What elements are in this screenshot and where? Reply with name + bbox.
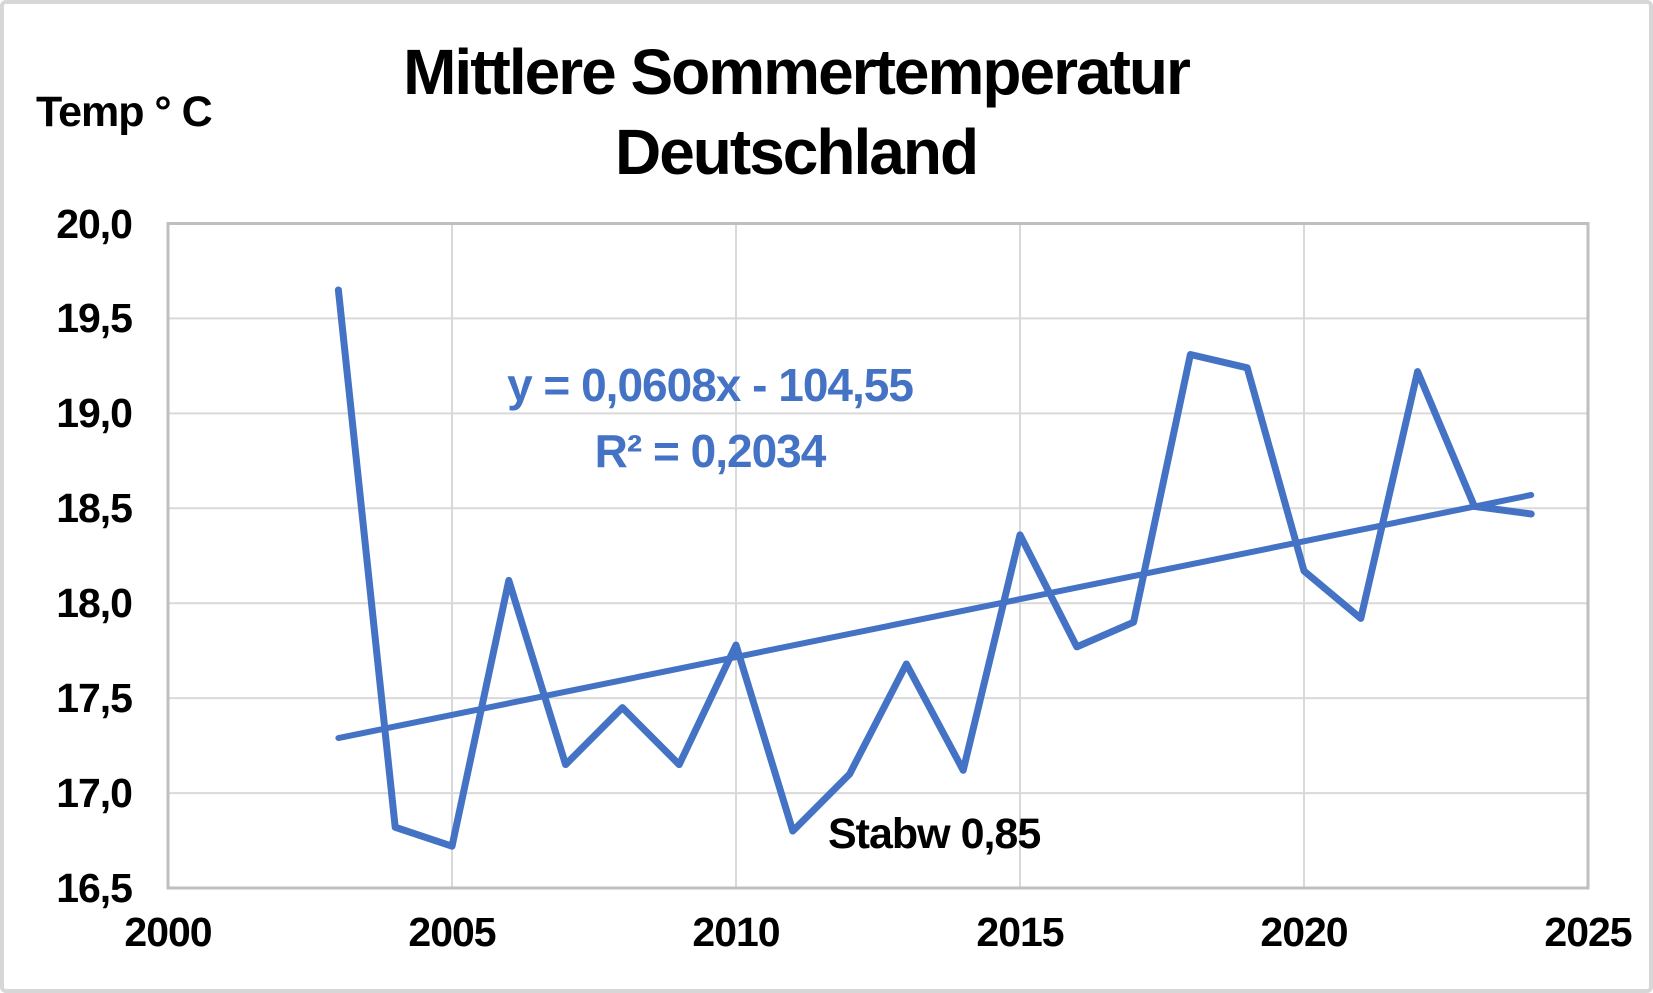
y-tick-label: 17,5 [56,675,133,722]
trendline-equation-line1: y = 0,0608x - 104,55 [507,359,914,411]
y-axis-title: Temp ° C [36,88,213,136]
x-tick-label: 2000 [124,909,212,955]
temperature-line [334,286,1535,850]
y-tick-label: 19,5 [56,295,133,342]
x-tick-label: 2015 [976,909,1064,955]
trendline-r-squared: R² = 0,2034 [594,425,827,477]
plot-area [166,222,1590,890]
x-tick-label: 2020 [1260,909,1348,955]
trendline-equation: y = 0,0608x - 104,55 R² = 0,2034 [507,352,914,484]
x-tick-label: 2005 [408,909,496,955]
y-tick-label: 20,0 [56,200,133,247]
x-tick-label: 2010 [692,909,780,955]
trend-line [335,491,1535,742]
chart-title: Mittlere Sommertemperatur Deutschland [403,32,1191,192]
y-tick-label: 19,0 [56,390,133,437]
y-tick-label: 18,0 [56,580,133,627]
x-tick-label: 2025 [1544,909,1632,955]
y-tick-label: 18,5 [56,485,133,532]
plot-border [166,222,1590,890]
chart-title-line2: Deutschland [614,116,979,188]
y-tick-label: 17,0 [56,770,133,817]
y-tick-label: 16,5 [56,865,133,911]
stdev-annotation: Stabw 0,85 [828,810,1041,858]
chart-title-line1: Mittlere Sommertemperatur [403,36,1191,108]
